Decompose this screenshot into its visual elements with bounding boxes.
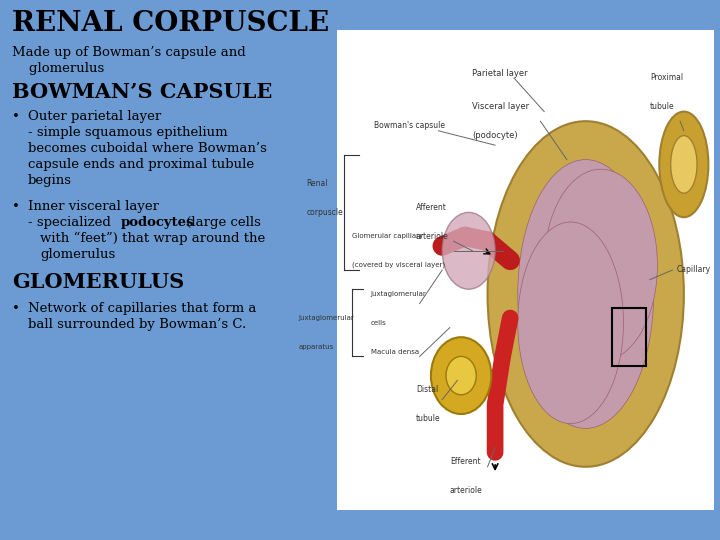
Text: Capillary: Capillary xyxy=(676,266,711,274)
Text: Bowman's capsule: Bowman's capsule xyxy=(374,122,445,131)
Text: Parietal layer: Parietal layer xyxy=(472,69,528,78)
Ellipse shape xyxy=(660,112,708,217)
Text: RENAL CORPUSCLE: RENAL CORPUSCLE xyxy=(12,10,329,37)
Ellipse shape xyxy=(670,136,697,193)
Text: arteriole: arteriole xyxy=(416,232,449,241)
Text: BOWMAN’S CAPSULE: BOWMAN’S CAPSULE xyxy=(12,82,272,102)
Bar xyxy=(336,30,714,510)
Bar xyxy=(612,308,646,366)
Ellipse shape xyxy=(518,222,624,423)
Text: •: • xyxy=(12,110,20,123)
Ellipse shape xyxy=(518,160,654,428)
Text: - simple squamous epithelium: - simple squamous epithelium xyxy=(28,126,228,139)
Text: glomerulus: glomerulus xyxy=(40,248,115,261)
Text: (large cells: (large cells xyxy=(181,216,261,229)
Ellipse shape xyxy=(431,337,491,414)
Text: Proximal: Proximal xyxy=(650,73,683,83)
Text: Made up of Bowman’s capsule and: Made up of Bowman’s capsule and xyxy=(12,46,246,59)
Text: becomes cuboidal where Bowman’s: becomes cuboidal where Bowman’s xyxy=(28,142,267,155)
Text: (covered by visceral layer): (covered by visceral layer) xyxy=(351,262,445,268)
Ellipse shape xyxy=(487,121,684,467)
Text: ball surrounded by Bowman’s C.: ball surrounded by Bowman’s C. xyxy=(28,318,246,331)
Text: tubule: tubule xyxy=(650,102,675,111)
Text: Visceral layer: Visceral layer xyxy=(472,102,530,111)
Text: corpuscle: corpuscle xyxy=(306,208,343,217)
Text: capsule ends and proximal tubule: capsule ends and proximal tubule xyxy=(28,158,254,171)
Text: begins: begins xyxy=(28,174,72,187)
Text: glomerulus: glomerulus xyxy=(12,62,104,75)
Text: with “feet”) that wrap around the: with “feet”) that wrap around the xyxy=(40,232,265,245)
Text: - specialized: - specialized xyxy=(28,216,115,229)
Text: apparatus: apparatus xyxy=(299,344,334,350)
Text: Network of capillaries that form a: Network of capillaries that form a xyxy=(28,302,256,315)
Ellipse shape xyxy=(544,169,657,361)
Text: arteriole: arteriole xyxy=(450,487,482,495)
Text: Efferent: Efferent xyxy=(450,457,480,467)
Text: Glomerular capillary: Glomerular capillary xyxy=(351,233,423,239)
Text: Juxtaglomerular: Juxtaglomerular xyxy=(371,291,426,297)
Text: cells: cells xyxy=(371,320,386,326)
Text: •: • xyxy=(12,200,20,213)
Text: GLOMERULUS: GLOMERULUS xyxy=(12,272,184,292)
Text: Inner visceral layer: Inner visceral layer xyxy=(28,200,159,213)
Ellipse shape xyxy=(446,356,476,395)
Text: Juxtaglomerular: Juxtaglomerular xyxy=(299,315,354,321)
Text: Afferent: Afferent xyxy=(416,203,446,212)
Text: (podocyte): (podocyte) xyxy=(472,131,518,140)
Text: tubule: tubule xyxy=(416,414,441,423)
Text: Macula densa: Macula densa xyxy=(371,349,418,355)
Text: podocytes: podocytes xyxy=(121,216,194,229)
Text: Renal: Renal xyxy=(306,179,328,188)
Ellipse shape xyxy=(442,212,495,289)
Text: •: • xyxy=(12,302,20,315)
Text: Outer parietal layer: Outer parietal layer xyxy=(28,110,161,123)
Text: Distal: Distal xyxy=(416,386,438,395)
